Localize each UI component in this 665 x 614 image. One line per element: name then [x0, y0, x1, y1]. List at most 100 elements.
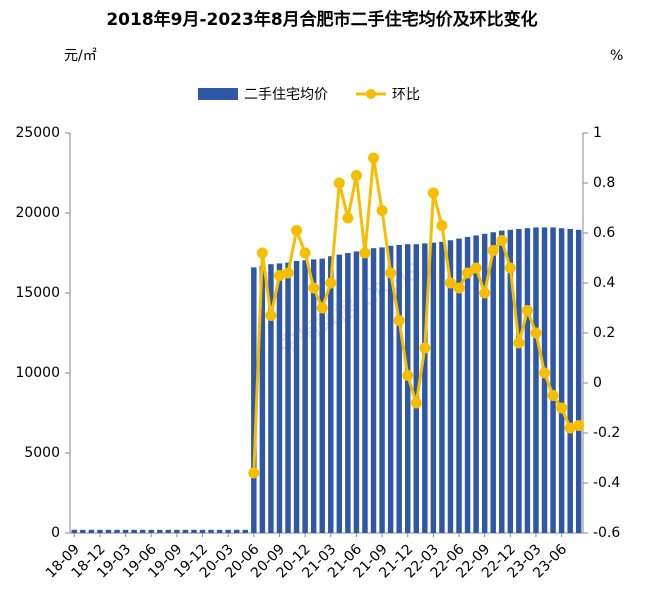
bar [182, 529, 189, 533]
bar [302, 260, 308, 533]
bar [105, 529, 112, 533]
point [316, 302, 328, 314]
bar [558, 228, 565, 533]
bar [464, 237, 471, 533]
y2-tick-label: -0.6 [593, 525, 620, 541]
point [479, 287, 491, 299]
bar [114, 529, 120, 533]
legend-label: 环比 [392, 87, 420, 103]
bar [251, 267, 257, 533]
bar [293, 261, 300, 533]
legend-label: 二手住宅均价 [244, 87, 328, 103]
bar [353, 251, 360, 533]
point [325, 277, 337, 289]
point [487, 245, 499, 256]
point [333, 177, 345, 189]
point [564, 422, 576, 434]
point [427, 187, 439, 199]
y-tick-label: 15000 [15, 285, 60, 301]
bar [165, 529, 172, 533]
y2-tick-label: 0.6 [593, 225, 615, 241]
bar [481, 233, 488, 534]
bar [285, 262, 291, 533]
y-tick-label: 0 [51, 525, 60, 541]
point [462, 267, 474, 279]
point [444, 277, 456, 289]
bar [310, 259, 317, 533]
chart-title: 2018年9月-2023年8月合肥市二手住宅均价及环比变化 [106, 9, 537, 30]
point [521, 305, 533, 316]
y2-tick-label: 1 [593, 125, 602, 141]
bar [80, 529, 86, 533]
bar [456, 238, 462, 533]
bar [541, 227, 548, 533]
point [368, 152, 380, 164]
bar [191, 529, 197, 533]
bar [387, 245, 394, 534]
point [359, 247, 371, 259]
bar [319, 258, 325, 533]
bar [276, 263, 283, 533]
bar [404, 244, 411, 533]
bar [430, 242, 437, 533]
bar [225, 529, 231, 533]
bar [473, 235, 479, 533]
y-tick-label: 20000 [15, 205, 60, 221]
bar [550, 227, 556, 533]
point [453, 282, 465, 294]
bar [396, 245, 402, 533]
bar [139, 529, 146, 533]
bar [259, 265, 266, 533]
bar [507, 229, 514, 534]
y2-tick-label: 0.2 [593, 325, 615, 341]
point [282, 267, 294, 279]
y2-tick-label: -0.2 [593, 425, 620, 441]
bar [216, 529, 223, 533]
bar [490, 232, 496, 533]
bar [336, 254, 343, 533]
point [419, 342, 431, 354]
point [265, 310, 277, 321]
y2-tick-label: 0 [593, 375, 602, 391]
point [513, 337, 525, 349]
bar [370, 248, 377, 533]
bar [242, 529, 249, 533]
bar [533, 227, 539, 533]
bar [71, 529, 78, 533]
bar [422, 243, 428, 533]
bar [439, 241, 445, 534]
bar [328, 256, 334, 533]
point [573, 420, 585, 431]
y-tick-label: 10000 [15, 365, 60, 381]
bar [148, 529, 154, 533]
y-tick-label: 5000 [24, 445, 60, 461]
bar [174, 529, 180, 533]
point [248, 467, 260, 479]
bar [447, 240, 454, 533]
point [273, 270, 285, 281]
bar [268, 264, 274, 533]
bar [575, 229, 582, 534]
bar [524, 228, 531, 533]
point [402, 370, 414, 381]
bar [499, 230, 505, 533]
bar [233, 529, 240, 533]
bar [379, 247, 385, 533]
bar [208, 529, 214, 533]
bar [413, 244, 420, 533]
bar [199, 529, 206, 533]
y2-axis-label: % [610, 48, 623, 64]
point [385, 267, 397, 279]
point [342, 212, 354, 224]
point [556, 402, 568, 414]
y2-tick-label: -0.4 [593, 475, 620, 491]
point [256, 247, 268, 259]
bar [131, 529, 137, 533]
bar [88, 529, 95, 533]
point [547, 390, 559, 401]
bar [122, 529, 129, 533]
bar [157, 529, 163, 533]
bar [362, 249, 368, 534]
point [504, 262, 516, 274]
